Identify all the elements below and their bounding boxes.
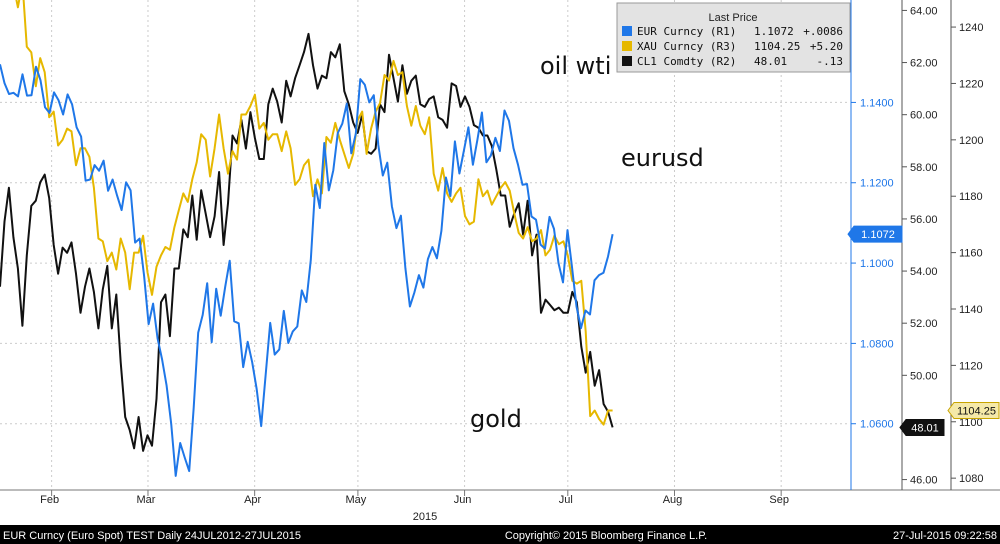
- x-tick-label: Aug: [663, 494, 683, 506]
- series-line-gold: [15, 0, 613, 426]
- gold-tick-label: 1180: [959, 191, 983, 203]
- legend-swatch: [622, 26, 632, 36]
- gold-tick-label: 1220: [959, 78, 983, 90]
- x-axis-area: [0, 490, 850, 525]
- last-price-text-gold: 1104.25: [957, 405, 996, 417]
- legend-change: +5.20: [810, 40, 843, 53]
- oil-tick-label: 50.00: [910, 370, 938, 382]
- legend-title: Last Price: [709, 12, 758, 24]
- footer-left-text: EUR Curncy (Euro Spot) TEST Daily 24JUL2…: [3, 530, 301, 542]
- legend-ticker: CL1 Comdty (R2): [637, 55, 736, 68]
- oil-tick-label: 52.00: [910, 318, 938, 330]
- last-price-badge-oil: 48.01: [899, 418, 945, 436]
- series-layer: [0, 0, 614, 477]
- oil-tick-label: 60.00: [910, 110, 938, 122]
- legend-swatch: [622, 41, 632, 51]
- legend-ticker: EUR Curncy (R1): [637, 25, 736, 38]
- last-price-text-eur: 1.1072: [861, 229, 895, 241]
- legend-change: +.0086: [803, 25, 843, 38]
- annotation-oil: oil wti: [540, 52, 611, 80]
- x-tick-label: Mar: [136, 494, 155, 506]
- legend-box: [616, 2, 851, 73]
- legend-rows: EUR Curncy (R1) 1.1072 +.0086 XAU Curncy (R…: [622, 25, 843, 68]
- oil-tick-label: 58.00: [910, 162, 938, 174]
- footer-bar: EUR Curncy (Euro Spot) TEST Daily 24JUL2…: [0, 525, 1000, 544]
- gold-tick-label: 1120: [959, 360, 983, 372]
- series-line-oil: [0, 32, 614, 452]
- eur-tick-label: 1.1400: [860, 97, 894, 109]
- annotation-eur: eurusd: [621, 144, 704, 172]
- last-price-text-oil: 48.01: [911, 422, 939, 434]
- legend-swatch: [622, 56, 632, 66]
- x-year-label: 2015: [413, 511, 437, 523]
- legend-price: 1104.25: [754, 40, 800, 53]
- legend: Last Price EUR Curncy (R1) 1.1072 +.0086 XA…: [616, 2, 851, 73]
- axis-layer: Feb Mar Apr May Jun Jul Aug Sep 2015 1.0600 1.0800…: [0, 0, 1000, 525]
- eur-tick-label: 1.1200: [860, 178, 894, 190]
- last-price-badge-eur: 1.1072: [847, 225, 903, 243]
- legend-price: 1.1072: [754, 25, 794, 38]
- last-price-badge-gold: 1104.25: [947, 401, 1000, 419]
- gold-tick-label: 1080: [959, 473, 983, 485]
- oil-tick-label: 54.00: [910, 266, 938, 278]
- grid: [0, 0, 850, 490]
- footer-background: [0, 525, 1000, 544]
- footer-timestamp: 27-Jul-2015 09:22:58: [893, 530, 997, 542]
- legend-ticker: XAU Curncy (R3): [637, 40, 736, 53]
- x-tick-label: Apr: [244, 494, 261, 506]
- gold-tick-label: 1160: [959, 248, 983, 260]
- annotation-gold: gold: [470, 405, 522, 433]
- x-tick-label: Feb: [40, 494, 59, 506]
- oil-tick-label: 56.00: [910, 214, 938, 226]
- x-tick-label: Jul: [559, 494, 573, 506]
- footer-copyright: Copyright© 2015 Bloomberg Finance L.P.: [505, 530, 707, 542]
- eur-tick-label: 1.1000: [860, 258, 894, 270]
- eur-tick-label: 1.0600: [860, 419, 894, 431]
- legend-change: -.13: [817, 55, 844, 68]
- gold-tick-label: 1240: [959, 22, 983, 34]
- eur-tick-label: 1.0800: [860, 338, 894, 350]
- gold-tick-label: 1140: [959, 304, 983, 316]
- x-tick-label: Jun: [454, 494, 472, 506]
- gold-tick-label: 1200: [959, 135, 983, 147]
- legend-price: 48.01: [754, 55, 787, 68]
- oil-tick-label: 64.00: [910, 5, 938, 17]
- oil-tick-label: 62.00: [910, 58, 938, 70]
- x-tick-label: May: [346, 494, 367, 506]
- oil-tick-label: 46.00: [910, 475, 938, 487]
- gold-tick-label: 1100: [959, 417, 983, 429]
- series-line-eur: [0, 64, 614, 477]
- x-tick-label: Sep: [769, 494, 789, 506]
